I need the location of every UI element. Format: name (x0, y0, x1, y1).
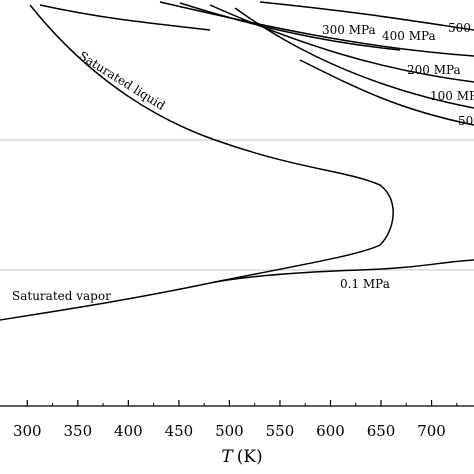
label-0-1-mpa: 0.1 MPa (340, 277, 390, 291)
curve-top-left (39, 4, 211, 31)
label-saturated-liquid: Saturated liquid (76, 49, 168, 113)
curve-300-mpa (179, 2, 401, 51)
curve-50 (299, 59, 474, 126)
label-400-mpa: 400 MPa (382, 29, 436, 43)
curve-0-1-mpa (214, 259, 474, 283)
x-tick-label: 700 (417, 422, 446, 440)
x-axis-ticks: 300 350 400 450 500 550 600 650 700 (13, 400, 458, 440)
label-300-mpa: 300 MPa (322, 23, 376, 37)
x-axis-title-unit: (K) (237, 447, 263, 467)
x-tick-label: 550 (266, 422, 295, 440)
label-saturated-vapor: Saturated vapor (12, 289, 111, 303)
x-axis-title: T (K) (221, 447, 262, 467)
x-axis-title-symbol: T (221, 447, 234, 467)
curve-400-mpa (159, 1, 474, 57)
x-tick-label: 450 (165, 422, 194, 440)
curve-200-mpa (209, 4, 474, 83)
x-tick-label: 400 (114, 422, 143, 440)
x-tick-label: 600 (316, 422, 345, 440)
curve-sat-liquid (0, 4, 394, 321)
curve-500 (259, 1, 474, 31)
x-tick-label: 500 (215, 422, 244, 440)
label-500: 500 (448, 21, 471, 35)
label-100-mpa: 100 MP (430, 89, 474, 103)
x-tick-label: 300 (13, 422, 42, 440)
label-200-mpa: 200 MPa (407, 63, 461, 77)
x-tick-label: 350 (64, 422, 93, 440)
label-50: 50 (458, 114, 473, 128)
x-tick-label: 650 (367, 422, 396, 440)
